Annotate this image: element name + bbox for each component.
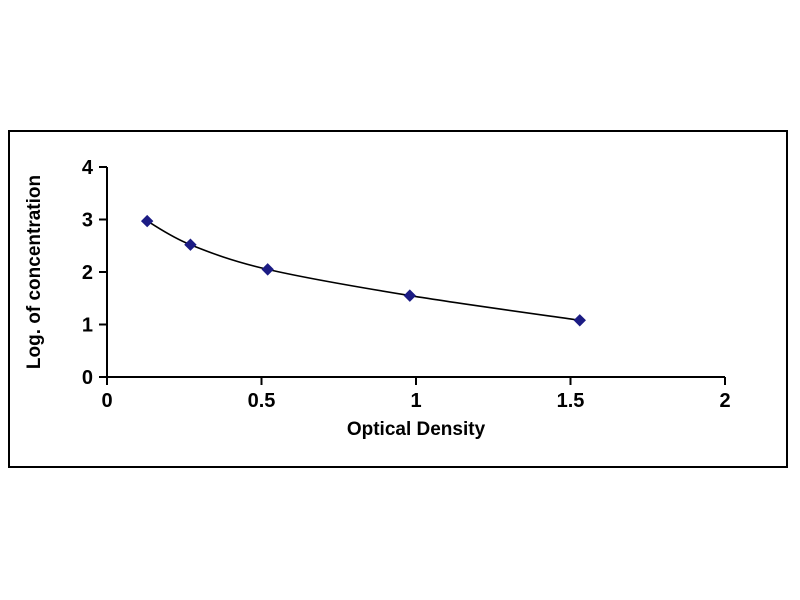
y-tick-label: 0 xyxy=(82,367,93,389)
x-tick-label: 1 xyxy=(410,390,421,412)
x-axis-title: Optical Density xyxy=(347,419,486,440)
data-point-marker xyxy=(140,214,154,228)
data-point-marker xyxy=(184,238,197,251)
data-point-marker xyxy=(261,263,274,276)
y-tick-label: 2 xyxy=(82,262,93,284)
standard-curve-chart: 0 0.5 1 1.5 2 0 1 2 3 4 Optical Density Log. of con… xyxy=(24,157,731,440)
data-point-marker xyxy=(403,289,417,302)
y-axis-title: Log. of concentration xyxy=(24,175,45,369)
x-tick-label: 0.5 xyxy=(248,390,276,412)
y-tick-label: 1 xyxy=(82,315,93,337)
x-tick-label: 2 xyxy=(719,390,730,412)
x-tick-label: 0 xyxy=(101,390,112,412)
x-tick-label: 1.5 xyxy=(557,390,585,412)
data-point-marker xyxy=(573,314,586,327)
y-tick-label: 3 xyxy=(82,210,93,232)
chart-frame: 0 0.5 1 1.5 2 0 1 2 3 4 Optical Density Log. of con… xyxy=(8,130,788,468)
y-tick-label: 4 xyxy=(82,157,94,179)
curve-line xyxy=(146,220,580,322)
